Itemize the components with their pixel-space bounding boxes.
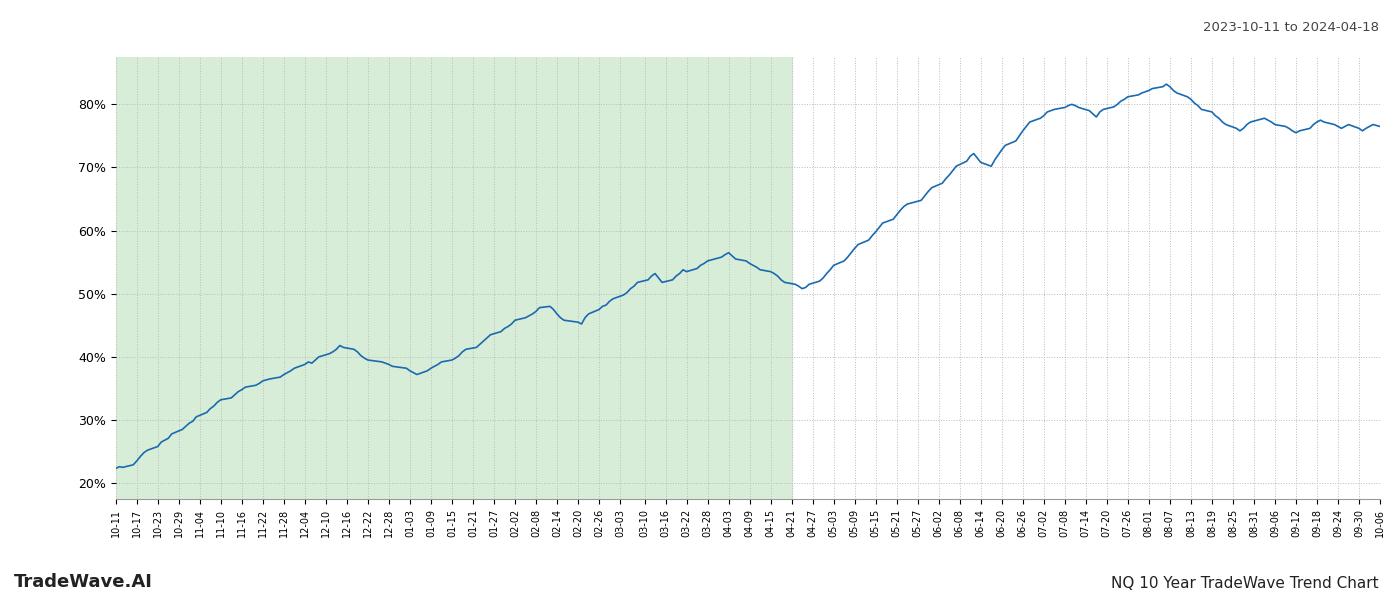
Text: 2023-10-11 to 2024-04-18: 2023-10-11 to 2024-04-18: [1203, 21, 1379, 34]
Text: NQ 10 Year TradeWave Trend Chart: NQ 10 Year TradeWave Trend Chart: [1112, 576, 1379, 591]
Text: TradeWave.AI: TradeWave.AI: [14, 573, 153, 591]
Bar: [116, 57, 791, 499]
